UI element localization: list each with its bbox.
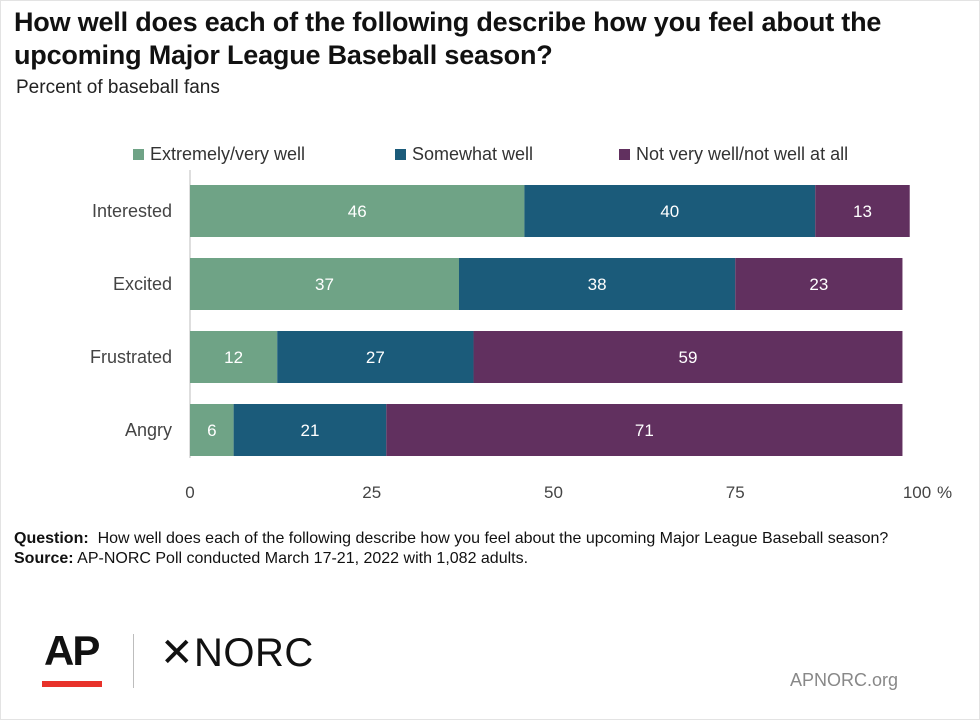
x-unit-label: %	[937, 483, 952, 502]
x-tick-label: 100	[903, 483, 931, 502]
source-label: Source:	[14, 550, 74, 567]
site-url: APNORC.org	[790, 670, 899, 690]
bar-value-label: 38	[588, 275, 607, 294]
bar-segment	[386, 404, 903, 456]
bar-value-label: 37	[315, 275, 334, 294]
category-label: Excited	[113, 274, 172, 294]
source-text: AP-NORC Poll conducted March 17-21, 2022…	[77, 550, 529, 567]
legend-label: Not very well/not well at all	[636, 144, 849, 164]
logo-divider	[133, 634, 134, 688]
ap-logo: AP	[44, 627, 100, 674]
bar-value-label: 6	[207, 421, 216, 440]
stacked-bar-chart: Interested 46 40 13 Excited 37 38 23 Frustrated 1…	[90, 170, 952, 502]
bar-segment	[190, 404, 234, 456]
bar-segment	[473, 331, 903, 383]
question-text: How well does each of the following desc…	[97, 530, 889, 547]
x-tick-label: 75	[726, 483, 745, 502]
legend-item-somewhat-well: Somewhat well	[395, 144, 533, 165]
category-label: Angry	[125, 420, 172, 440]
bar-segment	[190, 185, 525, 237]
bar-value-label: 71	[635, 421, 654, 440]
bar-segment	[277, 331, 474, 383]
bar-segment	[190, 331, 278, 383]
bar-value-label: 23	[809, 275, 828, 294]
bar-value-label: 59	[679, 348, 698, 367]
legend-swatch	[395, 149, 406, 160]
bar-value-label: 13	[853, 202, 872, 221]
source-note: Source: AP-NORC Poll conducted March 17-…	[14, 549, 954, 569]
legend-item-not-well: Not very well/not well at all	[619, 144, 848, 165]
chart-subtitle: Percent of baseball fans	[16, 77, 220, 98]
bar-segment	[233, 404, 387, 456]
legend-swatch	[133, 149, 144, 160]
category-label: Interested	[92, 201, 172, 221]
bar-value-label: 27	[366, 348, 385, 367]
bar-segment	[458, 258, 736, 310]
question-label: Question:	[14, 530, 89, 547]
bar-value-label: 12	[224, 348, 243, 367]
norc-logo: ✕NORC	[160, 631, 314, 675]
x-tick-label: 0	[185, 483, 194, 502]
legend-item-extremely-very-well: Extremely/very well	[133, 144, 305, 165]
chart-title: How well does each of the following desc…	[14, 7, 882, 70]
chart-legend: Extremely/very well Somewhat well Not ve…	[0, 144, 980, 166]
category-label: Frustrated	[90, 347, 172, 367]
bar-segment	[735, 258, 903, 310]
legend-label: Extremely/very well	[150, 144, 306, 164]
bar-value-label: 46	[348, 202, 367, 221]
chart-notes: Question: How well does each of the foll…	[14, 529, 954, 569]
question-note: Question: How well does each of the foll…	[14, 529, 954, 549]
bar-value-label: 21	[300, 421, 319, 440]
x-tick-label: 50	[544, 483, 563, 502]
x-tick-label: 25	[362, 483, 381, 502]
legend-label: Somewhat well	[412, 144, 534, 164]
bar-value-label: 40	[660, 202, 679, 221]
legend-swatch	[619, 149, 630, 160]
ap-logo-underline	[42, 681, 102, 687]
bar-segment	[524, 185, 816, 237]
bar-segment	[815, 185, 910, 237]
bar-segment	[190, 258, 459, 310]
